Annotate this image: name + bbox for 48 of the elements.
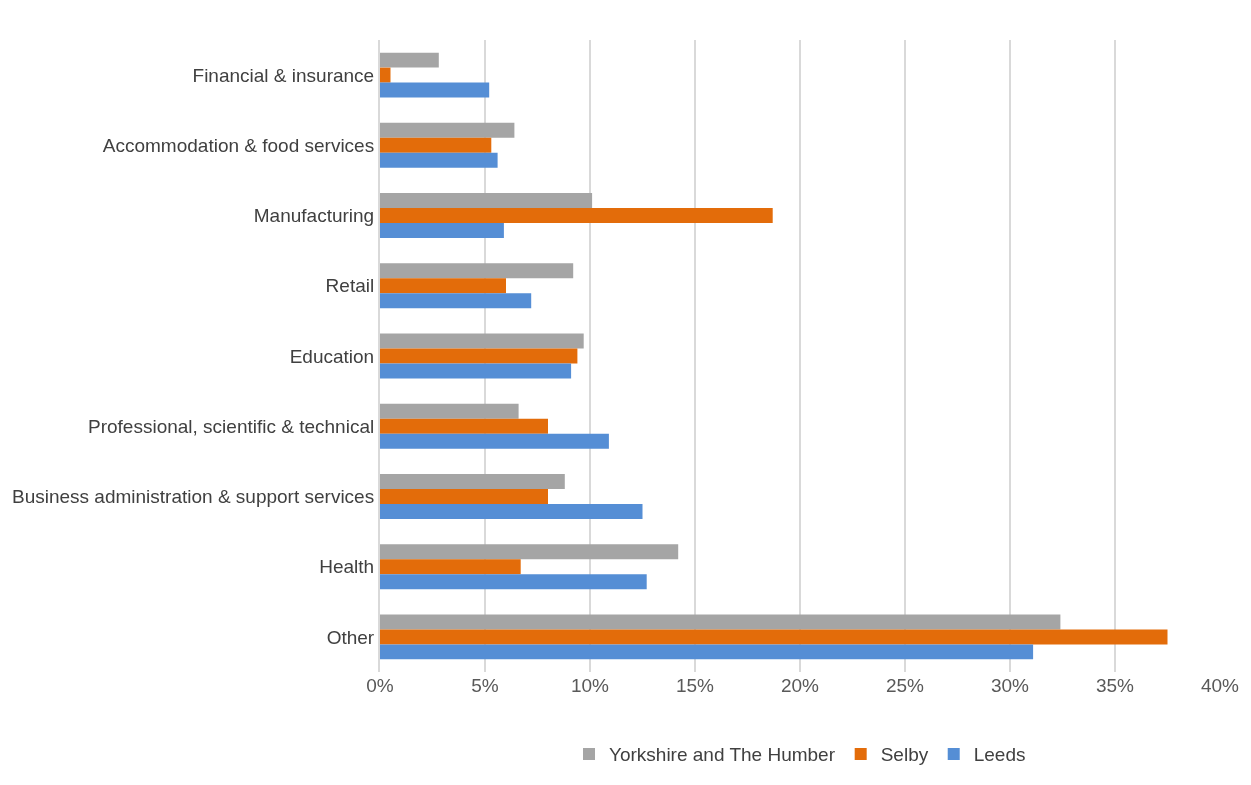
x-tick-label: 5% [471, 675, 499, 696]
x-tick-label: 10% [570, 675, 610, 696]
y-tick-label: Manufacturing [253, 205, 375, 227]
x-tick-label: 15% [675, 675, 715, 696]
y-tick-label: Financial & insurance [192, 64, 375, 86]
bar [380, 293, 532, 309]
bar [380, 574, 647, 590]
bar [380, 403, 519, 419]
bar [380, 559, 521, 575]
bar [380, 433, 609, 449]
bar [380, 223, 504, 239]
y-tick-label: Accommodation & food services [102, 134, 375, 156]
legend-label: Selby [880, 744, 929, 766]
bar [380, 418, 548, 434]
bar [380, 193, 593, 209]
x-tick-label: 0% [366, 675, 394, 696]
x-tick-label: 30% [990, 675, 1030, 696]
y-tick-label: Professional, scientific & technical [88, 415, 375, 437]
bar [380, 52, 439, 68]
bar [380, 644, 1034, 660]
y-tick-label: Education [289, 345, 375, 367]
bar [380, 614, 1061, 630]
bar [380, 152, 498, 168]
bar [380, 363, 572, 379]
bar [380, 348, 578, 364]
x-tick-label: 25% [885, 675, 925, 696]
bar [380, 67, 391, 83]
bar [380, 488, 548, 504]
bar [380, 629, 1168, 645]
bar [380, 137, 492, 153]
bar [380, 208, 773, 224]
y-tick-label: Health [319, 556, 375, 578]
bar [380, 122, 515, 138]
bar [380, 263, 574, 279]
x-tick-label: 40% [1200, 675, 1240, 696]
legend-label: Leeds [973, 744, 1026, 766]
bar [380, 278, 506, 294]
bar [380, 503, 643, 519]
y-tick-label: Retail [325, 275, 375, 297]
bar [380, 82, 490, 98]
bar [380, 544, 679, 560]
y-tick-label: Other [326, 626, 375, 648]
y-tick-label: Business administration & support services [11, 486, 375, 508]
bar [380, 333, 584, 349]
legend-label: Yorkshire and The Humber [609, 744, 836, 766]
bar [380, 473, 565, 489]
x-tick-label: 35% [1095, 675, 1135, 696]
x-tick-label: 20% [780, 675, 820, 696]
